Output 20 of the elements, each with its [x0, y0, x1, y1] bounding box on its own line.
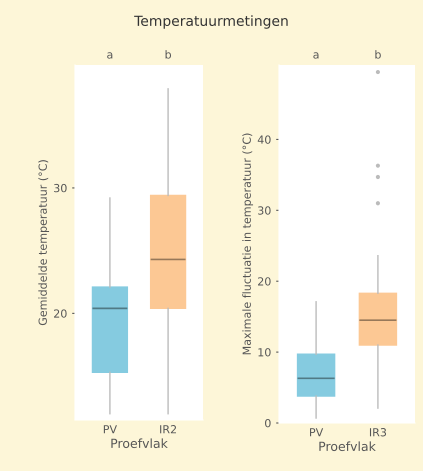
y-tick-label: 30 — [54, 184, 67, 192]
x-tick-label: IR3 — [370, 428, 386, 436]
x-tick-label: PV — [310, 428, 324, 436]
y-axis-title: Gemiddelde temperatuur (°C) — [38, 160, 50, 326]
y-tick-label: 40 — [258, 135, 271, 144]
y-tick-label: 0 — [265, 418, 271, 428]
x-axis-title: Proefvlak — [319, 441, 376, 452]
text: b — [166, 50, 172, 59]
y-tick-label: 20 — [258, 277, 271, 286]
x-axis-title: Proefvlak — [111, 438, 168, 448]
x-tick-label: IR2 — [160, 425, 176, 434]
y-axis-title: Maximale fluctuatie in temperatuur (°C) — [242, 134, 254, 354]
y-tick-label: 30 — [258, 206, 271, 215]
y-tick-label: 10 — [258, 348, 271, 356]
chart-title: Temperatuurmetingen — [134, 15, 288, 29]
x-tick-label: PV — [104, 425, 117, 434]
y-tick-label: 20 — [54, 309, 67, 318]
text: b — [375, 50, 381, 59]
text: a — [313, 52, 318, 59]
text: a — [107, 52, 112, 59]
